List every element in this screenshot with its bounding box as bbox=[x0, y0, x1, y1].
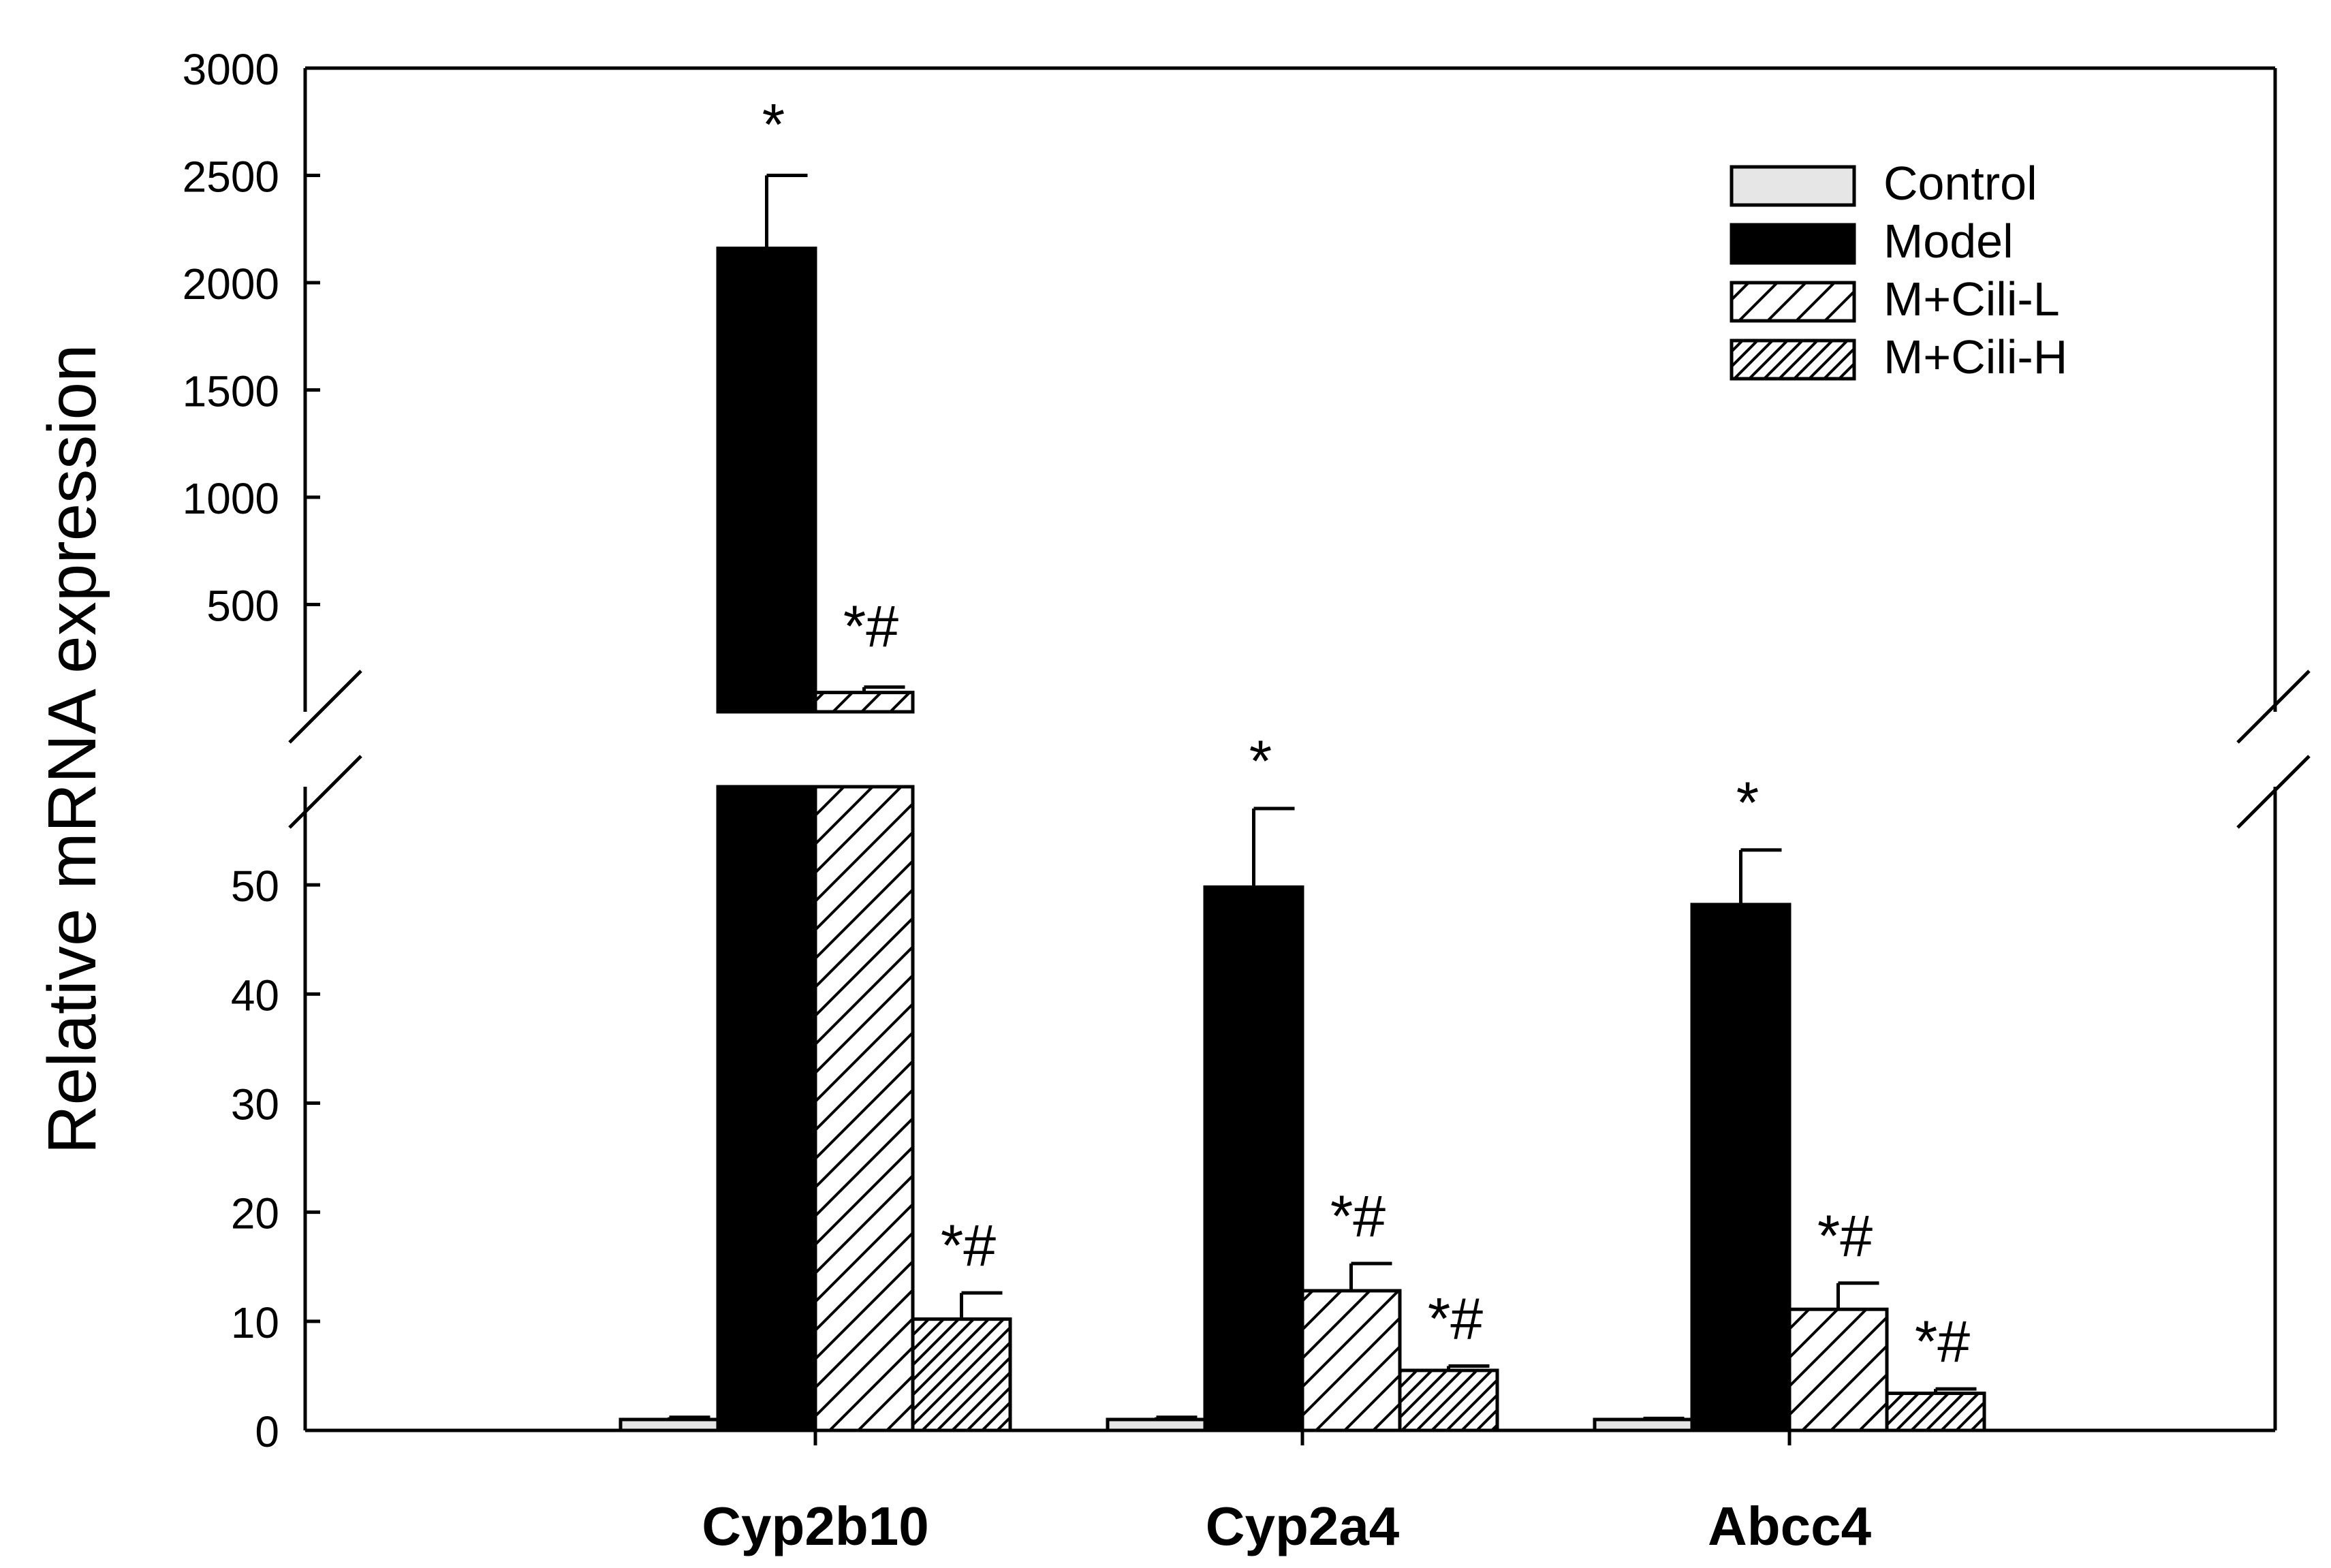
bar bbox=[911, 1317, 1012, 1432]
y-tick-label: 3000 bbox=[183, 45, 279, 94]
y-axis-ticks: 0 10 20 30 40 50 500 1000 1500 2000 2500 3000 bbox=[183, 45, 320, 1456]
bar-upper-segment bbox=[716, 247, 817, 714]
legend-label: M+Cili-H bbox=[1883, 330, 2067, 383]
bars bbox=[619, 174, 1986, 1432]
right-break-mark-top bbox=[2236, 670, 2311, 744]
left-break-mark-bottom bbox=[288, 755, 362, 829]
x-tick-label: Cyp2a4 bbox=[1206, 1496, 1400, 1556]
bar bbox=[1787, 1307, 1889, 1432]
bar bbox=[1398, 1368, 1499, 1432]
legend-label: Control bbox=[1883, 157, 2037, 210]
bar-lower-segment bbox=[813, 785, 915, 1432]
legend-swatch bbox=[1730, 223, 1856, 265]
legend-swatch bbox=[1730, 165, 1856, 207]
bar bbox=[1300, 1289, 1402, 1432]
y-tick-label: 0 bbox=[255, 1407, 279, 1456]
y-tick-label: 500 bbox=[206, 582, 279, 631]
significance-mark: *# bbox=[941, 1213, 996, 1279]
x-tick-label: Abcc4 bbox=[1708, 1496, 1872, 1556]
bar bbox=[1106, 1417, 1207, 1432]
y-tick-label: 1500 bbox=[183, 367, 279, 416]
y-tick-label: 20 bbox=[231, 1189, 279, 1238]
y-tick-label: 1000 bbox=[183, 474, 279, 523]
y-tick-label: 40 bbox=[231, 971, 279, 1020]
y-tick-label: 2500 bbox=[183, 153, 279, 202]
significance-mark: *# bbox=[1915, 1309, 1970, 1375]
bar bbox=[1203, 885, 1304, 1432]
y-tick-label: 2000 bbox=[183, 260, 279, 309]
significance-mark: * bbox=[1736, 770, 1759, 836]
significance-mark: * bbox=[1249, 729, 1272, 794]
y-axis-label: Relative mRNA expression bbox=[34, 344, 110, 1154]
y-tick-label: 30 bbox=[231, 1080, 279, 1129]
significance-mark: *# bbox=[1817, 1204, 1873, 1269]
bar bbox=[1885, 1392, 1986, 1432]
legend-label: M+Cili-L bbox=[1883, 272, 2060, 326]
significance-mark: * bbox=[762, 93, 785, 158]
y-tick-label: 50 bbox=[231, 862, 279, 911]
legend-swatch bbox=[1730, 281, 1856, 323]
significance-annotations: * *# *# * *# *# * *# *# bbox=[762, 93, 1971, 1375]
left-break-mark-top bbox=[288, 670, 362, 744]
bar bbox=[1593, 1417, 1694, 1432]
right-break-mark-bottom bbox=[2236, 755, 2311, 829]
bar bbox=[619, 1417, 720, 1432]
bar bbox=[1690, 903, 1792, 1432]
significance-mark: *# bbox=[1330, 1184, 1386, 1249]
bar-lower-segment bbox=[716, 785, 817, 1432]
legend-label: Model bbox=[1883, 215, 2014, 268]
x-axis-ticks: Cyp2b10 Cyp2a4 Abcc4 bbox=[702, 1430, 1872, 1556]
legend-swatch bbox=[1730, 339, 1856, 381]
significance-mark: *# bbox=[843, 594, 898, 659]
y-tick-label: 10 bbox=[231, 1298, 279, 1347]
axis-break-marks bbox=[288, 670, 2311, 829]
x-tick-label: Cyp2b10 bbox=[702, 1496, 928, 1556]
significance-mark: *# bbox=[1428, 1287, 1483, 1352]
bar-upper-segment bbox=[813, 691, 915, 714]
